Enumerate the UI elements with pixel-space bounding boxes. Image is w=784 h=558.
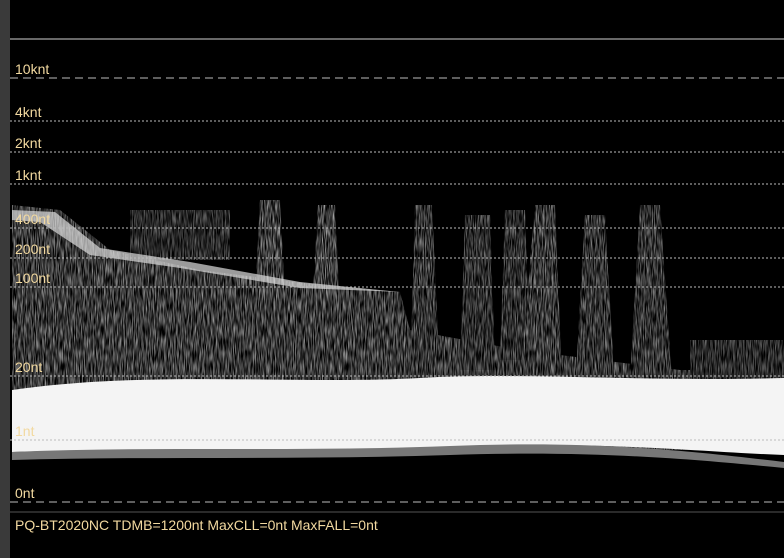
- scale-label: 10knt: [15, 61, 49, 77]
- scale-label: 20nt: [15, 359, 42, 375]
- scale-label: 400nt: [15, 211, 50, 227]
- scale-label: 1knt: [15, 167, 42, 183]
- scale-label: 4knt: [15, 104, 42, 120]
- waveform: [12, 200, 784, 468]
- scale: 10knt 4knt 2knt 1knt 400nt 200nt 100nt 20nt 1nt 0…: [10, 61, 784, 503]
- status-text: PQ-BT2020NC TDMB=1200nt MaxCLL=0nt MaxFA…: [15, 517, 378, 533]
- scale-label: 2knt: [15, 135, 42, 151]
- scale-label: 0nt: [15, 485, 35, 501]
- scale-label: 1nt: [15, 423, 35, 439]
- scale-label: 100nt: [15, 270, 50, 286]
- scale-label: 200nt: [15, 241, 50, 257]
- left-border: [0, 0, 10, 558]
